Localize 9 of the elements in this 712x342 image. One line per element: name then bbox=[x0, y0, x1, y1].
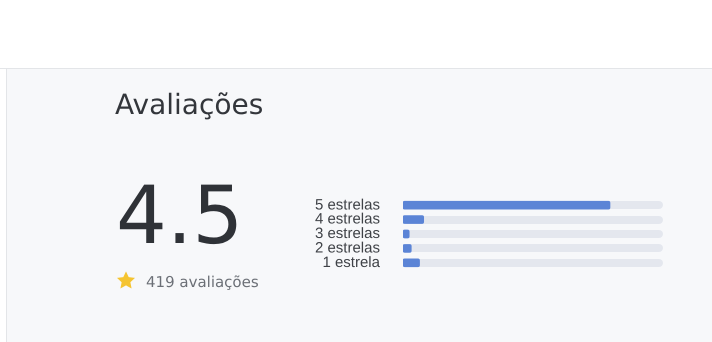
y-tick-label: 5 estrelas bbox=[314, 196, 380, 214]
y-tick-label: 4 estrelas bbox=[314, 210, 380, 228]
text: 4.5 bbox=[116, 168, 244, 264]
bar bbox=[403, 258, 420, 268]
text: 419 avaliações bbox=[146, 273, 259, 291]
chart-title: Avaliações bbox=[115, 88, 264, 121]
y-tick-label: 3 estrelas bbox=[314, 225, 380, 242]
bar bbox=[403, 215, 424, 224]
bar bbox=[403, 244, 412, 253]
